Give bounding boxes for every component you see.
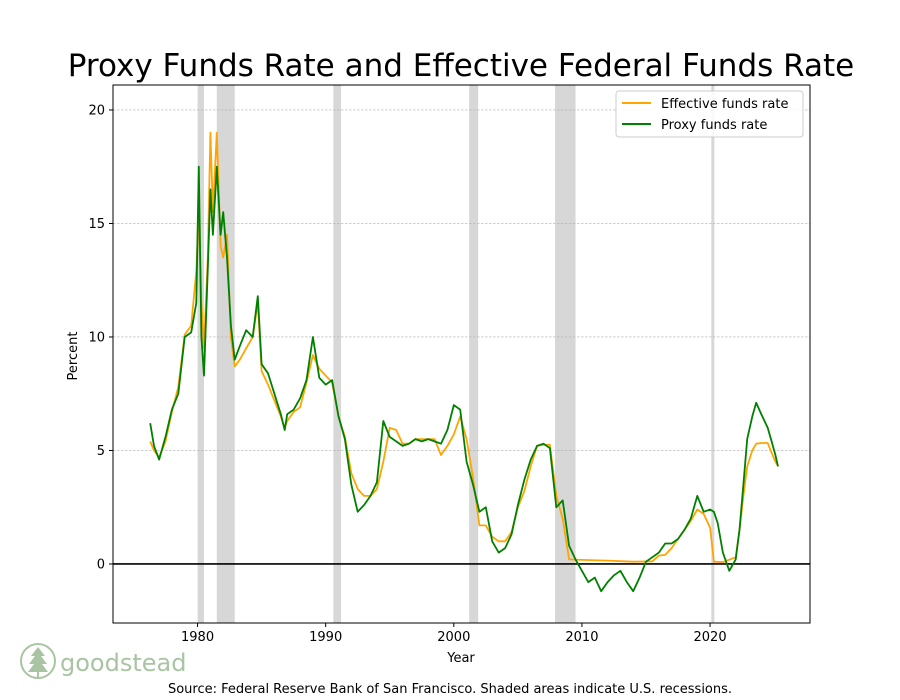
- x-tick-label-1980: 1980: [181, 630, 214, 645]
- recession-band-1: [216, 85, 235, 623]
- tree-icon-shape: [28, 647, 48, 677]
- plot-frame: [112, 84, 811, 624]
- x-tick-label-2020: 2020: [694, 630, 727, 645]
- recession-band-3: [469, 85, 479, 623]
- source-note: Source: Federal Reserve Bank of San Fran…: [168, 682, 732, 697]
- tree-icon: [20, 643, 56, 679]
- chart-title: Proxy Funds Rate and Effective Federal F…: [68, 48, 854, 84]
- axis-ticks: 0 5 10 15 20 1980 1990 2000 2010 2020: [88, 103, 726, 645]
- y-tick-label-0: 0: [97, 557, 105, 572]
- legend: Effective funds rate Proxy funds rate: [615, 90, 804, 138]
- x-tick-label-2000: 2000: [437, 630, 470, 645]
- y-tick-label-20: 20: [88, 103, 105, 118]
- recession-band-4: [555, 85, 576, 623]
- legend-label-proxy: Proxy funds rate: [661, 118, 767, 133]
- recession-band-2: [333, 85, 342, 623]
- recession-band-5: [711, 85, 715, 623]
- y-axis-label: Percent: [66, 332, 81, 381]
- y-tick-label-10: 10: [88, 330, 105, 345]
- logo-text: goodstead: [60, 649, 186, 677]
- recession-band-0: [197, 85, 204, 623]
- legend-box: [615, 90, 804, 138]
- recession-shading: [197, 85, 715, 623]
- goodstead-logo: goodstead: [20, 643, 186, 679]
- series-lines: [149, 131, 779, 593]
- x-tick-label-2010: 2010: [565, 630, 598, 645]
- x-axis-label: Year: [446, 651, 475, 666]
- legend-label-effective: Effective funds rate: [661, 97, 788, 112]
- y-tick-label-15: 15: [88, 217, 105, 232]
- y-tick-label-5: 5: [97, 444, 105, 459]
- series-line-proxy: [149, 165, 779, 593]
- x-tick-label-1990: 1990: [309, 630, 342, 645]
